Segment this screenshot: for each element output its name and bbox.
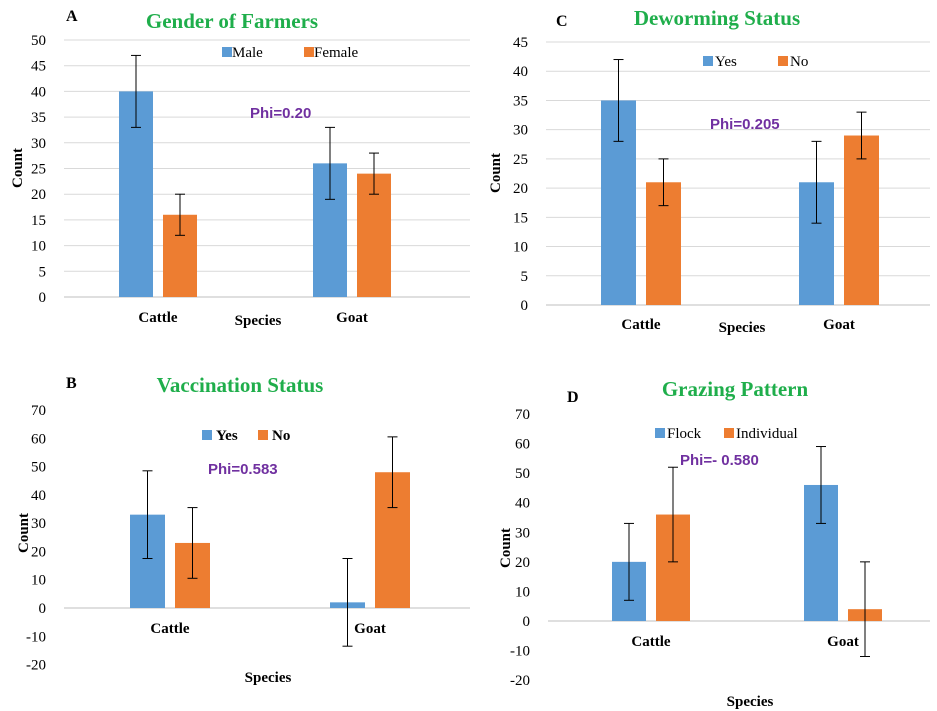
chart-panel-c: 0 5 10 15 20 25 30 35 40 45 Cattle Goat Deworming St… <box>488 6 930 336</box>
legend-label-no: No <box>272 428 290 444</box>
y-tick-label: 60 <box>515 437 530 453</box>
y-tick-label: 10 <box>31 239 46 255</box>
y-tick-label: 0 <box>39 601 47 617</box>
y-tick-label: 50 <box>31 460 46 476</box>
x-tick-label-goat: Goat <box>823 317 855 333</box>
legend-swatch-male <box>222 47 232 57</box>
x-tick-label-goat: Goat <box>354 621 386 637</box>
x-tick-label-goat: Goat <box>827 634 859 650</box>
chart-title: Deworming Status <box>634 6 800 30</box>
y-tick-label: -10 <box>510 644 530 660</box>
y-tick-label: 0 <box>39 290 47 306</box>
phi-annotation: Phi=0.205 <box>710 116 780 133</box>
y-tick-label: -10 <box>26 629 46 645</box>
y-tick-label: 20 <box>31 544 46 560</box>
y-tick-label: 35 <box>31 110 46 126</box>
x-axis-label: Species <box>727 694 774 710</box>
y-tick-label: 50 <box>31 33 46 49</box>
y-tick-label: 45 <box>513 35 528 51</box>
y-tick-label: 10 <box>31 573 46 589</box>
phi-annotation: Phi=- 0.580 <box>680 452 759 469</box>
chart-title: Vaccination Status <box>157 373 324 397</box>
legend-swatch-flock <box>655 428 665 438</box>
x-tick-label-cattle: Cattle <box>150 621 189 637</box>
y-tick-label: 30 <box>31 516 46 532</box>
y-tick-label: 5 <box>39 264 47 280</box>
y-tick-label: 20 <box>513 181 528 197</box>
x-axis-label: Species <box>235 313 282 329</box>
chart-panel-b: -20 -10 0 10 20 30 40 50 60 70 Cattle Goat Vaccinati… <box>16 373 470 686</box>
phi-annotation: Phi=0.20 <box>250 105 311 122</box>
y-tick-label: 35 <box>513 93 528 109</box>
legend-label-yes: Yes <box>216 428 238 444</box>
chart-panel-a: 0 5 10 15 20 25 30 35 40 45 50 Cattle Goat Gender of … <box>10 8 470 329</box>
y-tick-label: -20 <box>26 658 46 674</box>
y-tick-label: 10 <box>513 240 528 256</box>
y-tick-label: 20 <box>31 187 46 203</box>
y-tick-label: 25 <box>31 162 46 178</box>
y-axis-label: Count <box>488 153 504 193</box>
y-tick-label: 70 <box>31 403 46 419</box>
y-tick-label: 5 <box>521 269 529 285</box>
y-tick-label: 40 <box>515 496 530 512</box>
legend-label-individual: Individual <box>736 426 798 442</box>
x-axis-label: Species <box>719 320 766 336</box>
chart-panel-d: -20 -10 0 10 20 30 40 50 60 70 Cattle Goat Grazing P… <box>498 377 930 710</box>
y-tick-label: 20 <box>515 555 530 571</box>
legend-swatch-female <box>304 47 314 57</box>
y-tick-label: 60 <box>31 431 46 447</box>
y-tick-label: 70 <box>515 407 530 423</box>
legend-label-no: No <box>790 54 808 70</box>
panel-label: B <box>66 375 77 392</box>
y-tick-label: 30 <box>513 123 528 139</box>
legend-swatch-no <box>258 430 268 440</box>
chart-title: Gender of Farmers <box>146 9 318 33</box>
y-tick-label: 10 <box>515 584 530 600</box>
y-tick-label: 0 <box>523 614 531 630</box>
x-tick-label-goat: Goat <box>336 310 368 326</box>
y-tick-label: 50 <box>515 466 530 482</box>
y-axis-label: Count <box>16 513 32 553</box>
legend-swatch-yes <box>703 56 713 66</box>
y-tick-label: 15 <box>513 210 528 226</box>
legend-label-male: Male <box>232 45 263 61</box>
y-tick-label: 40 <box>513 64 528 80</box>
y-axis-label: Count <box>10 148 26 188</box>
legend-swatch-no <box>778 56 788 66</box>
x-tick-label-cattle: Cattle <box>621 317 660 333</box>
legend-label-flock: Flock <box>667 426 702 442</box>
y-tick-label: 30 <box>515 525 530 541</box>
y-tick-label: -20 <box>510 673 530 689</box>
x-tick-label-cattle: Cattle <box>138 310 177 326</box>
y-tick-label: 40 <box>31 84 46 100</box>
legend-label-yes: Yes <box>715 54 737 70</box>
bar-no-goat <box>844 135 879 305</box>
x-tick-label-cattle: Cattle <box>631 634 670 650</box>
chart-title: Grazing Pattern <box>662 377 809 401</box>
y-axis-label: Count <box>498 528 514 568</box>
y-tick-label: 0 <box>521 298 529 314</box>
legend-swatch-yes <box>202 430 212 440</box>
legend-label-female: Female <box>314 45 358 61</box>
y-tick-label: 45 <box>31 59 46 75</box>
y-tick-label: 40 <box>31 488 46 504</box>
panel-label: D <box>567 389 579 406</box>
panel-label: A <box>66 8 78 25</box>
legend-swatch-individual <box>724 428 734 438</box>
y-tick-label: 30 <box>31 136 46 152</box>
y-tick-label: 25 <box>513 152 528 168</box>
x-axis-label: Species <box>245 670 292 686</box>
phi-annotation: Phi=0.583 <box>208 461 278 478</box>
y-tick-label: 15 <box>31 213 46 229</box>
panel-label: C <box>556 13 568 30</box>
